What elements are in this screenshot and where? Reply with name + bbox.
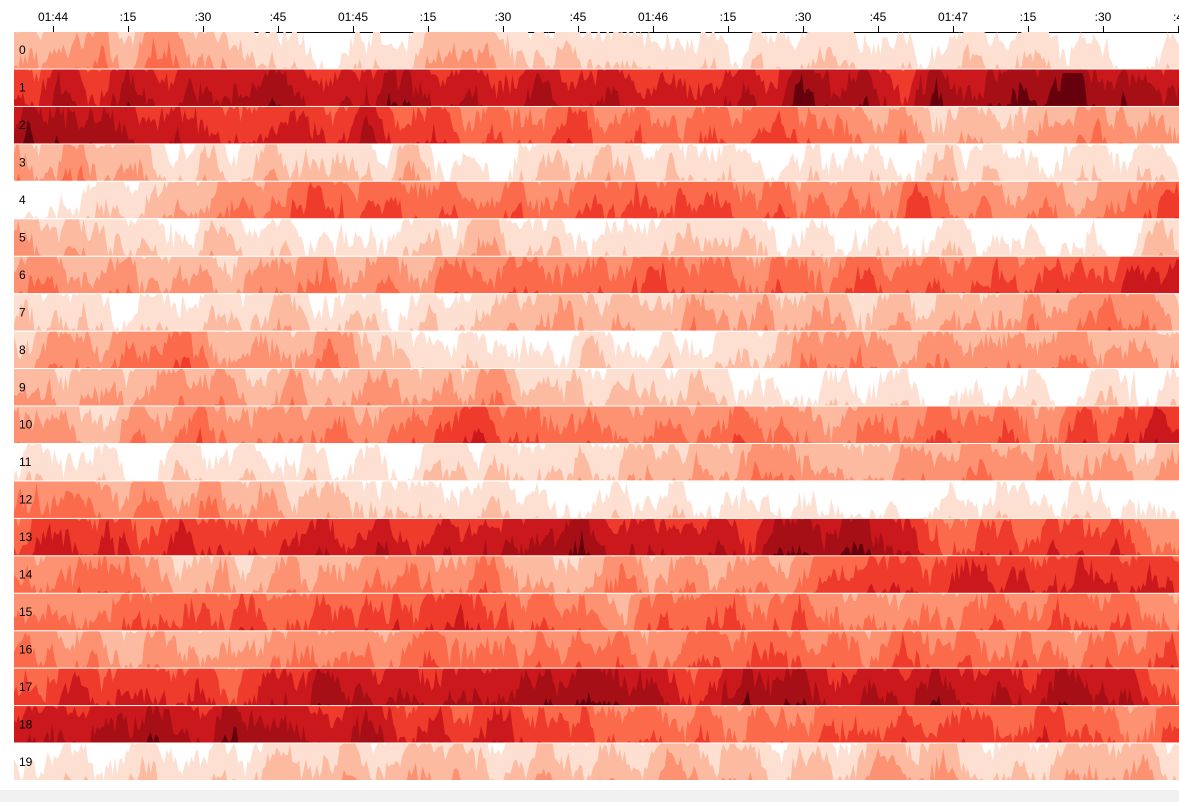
row-label: 10 [19, 418, 33, 432]
x-tick-label: :30 [495, 10, 512, 24]
x-tick-label: :45 [870, 10, 887, 24]
horizon-row: 14 [14, 556, 1179, 593]
horizon-row: 4 [14, 181, 1179, 219]
horizon-band [1107, 326, 1112, 331]
x-tick-label: :30 [195, 10, 212, 24]
x-tick-label: :30 [795, 10, 812, 24]
horizon-row: 16 [14, 631, 1179, 668]
row-label: 0 [19, 43, 26, 57]
horizon-row: 1 [14, 69, 1179, 106]
horizon-row: 19 [14, 743, 1179, 780]
x-tick-label: :15 [420, 10, 437, 24]
x-tick-label: :15 [1020, 10, 1037, 24]
row-label: 18 [19, 717, 33, 731]
x-tick-label: 01:44 [38, 10, 68, 24]
horizon-band [14, 294, 1179, 331]
horizon-band [14, 369, 701, 406]
row-label: 7 [19, 305, 26, 319]
x-tick-label: :15 [720, 10, 737, 24]
row-label: 8 [19, 343, 26, 357]
horizon-row: 18 [14, 706, 1179, 743]
row-label: 4 [19, 193, 26, 207]
x-tick-label: :45 [570, 10, 587, 24]
horizon-band [146, 726, 239, 743]
row-label: 5 [19, 230, 26, 244]
horizon-row: 10 [14, 406, 1179, 443]
horizon-band [14, 443, 1179, 481]
horizon-band [14, 481, 1179, 518]
horizon-band [14, 256, 1179, 294]
row-label: 9 [19, 380, 26, 394]
horizon-row: 3 [14, 144, 1179, 181]
row-label: 12 [19, 493, 33, 507]
horizon-band [126, 73, 1128, 106]
row-label: 14 [19, 568, 33, 582]
row-label: 6 [19, 268, 26, 282]
horizon-row: 2 [14, 106, 1179, 144]
horizon-band [14, 406, 1179, 443]
horizon-band [14, 181, 1179, 219]
x-tick-label: 01:46 [638, 10, 668, 24]
x-tick-label: :30 [1095, 10, 1112, 24]
horizon-band [14, 593, 1179, 631]
row-label: 13 [19, 530, 33, 544]
horizontal-scrollbar[interactable] [0, 790, 1179, 802]
x-tick-label: :4 [1173, 10, 1179, 24]
horizon-row: 6 [14, 256, 1179, 294]
time-axis: 01:44 :15 :30 :45 01:45 :15 :30 :45 01:46 :15 :30:… [14, 10, 1179, 33]
horizon-row: 15 [14, 593, 1179, 631]
horizon-band [272, 294, 1175, 331]
horizon-row: 9 [14, 369, 1179, 406]
row-label: 19 [19, 755, 33, 769]
horizon-band [14, 481, 1179, 518]
horizon-band [341, 747, 1155, 780]
horizon-row: 12 [14, 481, 1179, 518]
x-tick-label: 01:47 [938, 10, 968, 24]
horizon-row: 13 [14, 518, 1179, 556]
horizon-band [14, 144, 1179, 181]
horizon-band [14, 331, 1179, 369]
horizon-row: 8 [14, 331, 1179, 369]
horizon-band [14, 256, 1179, 294]
horizon-band [866, 556, 1175, 593]
horizon-band [14, 32, 1179, 69]
horizon-band [14, 219, 1179, 256]
horizon-band [177, 518, 912, 556]
horizon-band [14, 106, 1179, 144]
horizon-band [14, 443, 1179, 481]
horizon-band [76, 556, 1179, 593]
horizon-band [14, 668, 1179, 706]
horizon-band [14, 331, 1179, 369]
horizon-row: 5 [14, 219, 1179, 256]
horizon-band [14, 593, 1179, 631]
row-label: 11 [19, 455, 32, 469]
row-label: 15 [19, 605, 33, 619]
horizon-row: 11 [14, 443, 1179, 481]
horizon-band [14, 32, 1179, 69]
row-label: 2 [19, 118, 26, 132]
horizon-band [689, 294, 1157, 331]
horizon-row: 17 [14, 668, 1179, 706]
row-label: 1 [19, 81, 26, 95]
x-tick-label: :15 [120, 10, 137, 24]
x-tick-label: :45 [270, 10, 287, 24]
horizon-band [14, 631, 1179, 668]
x-tick-label: 01:45 [338, 10, 368, 24]
row-label: 16 [19, 642, 33, 656]
horizon-band [14, 69, 1179, 106]
horizon-band [25, 706, 504, 743]
row-label: 17 [19, 680, 33, 694]
horizon-band [14, 144, 1179, 181]
horizon-band [14, 219, 1179, 256]
horizon-row: 7 [14, 294, 1179, 331]
row-label: 3 [19, 156, 26, 170]
horizon-row: 0 [14, 32, 1179, 69]
